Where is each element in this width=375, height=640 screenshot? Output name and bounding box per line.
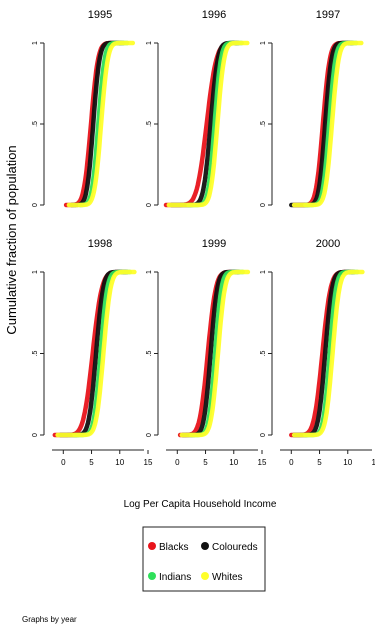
panel-1995-y-tick-label-0: 0 bbox=[32, 203, 39, 207]
legend-label-blacks: Blacks bbox=[159, 542, 188, 553]
x-tick-label-2-1: 5 bbox=[317, 458, 322, 467]
panel-1999-y-tick-label-0: 0 bbox=[146, 433, 153, 437]
graph-note: Graphs by year bbox=[22, 615, 77, 624]
panel-1997-title: 1997 bbox=[316, 9, 340, 21]
x-axis-label: Log Per Capita Household Income bbox=[124, 499, 277, 510]
panel-1995-y-tick-label-1: .5 bbox=[32, 121, 39, 127]
panel-2000-y-tick-label-2: 1 bbox=[260, 270, 267, 274]
x-tick-label-2-3: 15 bbox=[372, 458, 375, 467]
x-tick-label-1-3: 15 bbox=[258, 458, 267, 467]
x-tick-label-0-1: 5 bbox=[89, 458, 94, 467]
legend-marker-blacks bbox=[148, 542, 156, 550]
x-tick-label-1-2: 10 bbox=[229, 458, 238, 467]
legend-marker-whites bbox=[201, 572, 209, 580]
panel-2000-curve-whites bbox=[291, 269, 365, 438]
x-tick-label-0-3: 15 bbox=[144, 458, 153, 467]
panel-1999-y-tick-label-2: 1 bbox=[146, 270, 153, 274]
panel-1999-y-tick-label-1: .5 bbox=[146, 350, 153, 356]
panel-1995-title: 1995 bbox=[88, 9, 112, 21]
legend-marker-coloureds bbox=[201, 542, 209, 550]
panel-1997-y-tick-label-1: .5 bbox=[260, 121, 267, 127]
panel-1996-y-tick-label-0: 0 bbox=[146, 203, 153, 207]
x-tick-label-1-1: 5 bbox=[203, 458, 208, 467]
x-tick-label-0-0: 0 bbox=[61, 458, 66, 467]
panel-1995-curve-whites bbox=[66, 40, 136, 208]
panel-2000-y-tick-label-1: .5 bbox=[260, 350, 267, 356]
panel-1996-title: 1996 bbox=[202, 9, 226, 21]
panel-1998-y-tick-label-2: 1 bbox=[32, 270, 39, 274]
panel-2000-title: 2000 bbox=[316, 238, 340, 250]
panel-1996-curve-whites bbox=[166, 40, 250, 208]
panel-2000-y-tick-label-0: 0 bbox=[260, 433, 267, 437]
legend-label-whites: Whites bbox=[212, 572, 243, 583]
panel-1998-title: 1998 bbox=[88, 238, 112, 250]
x-tick-label-1-0: 0 bbox=[175, 458, 180, 467]
panel-1996-y-tick-label-2: 1 bbox=[146, 41, 153, 45]
legend-label-coloureds: Coloureds bbox=[212, 542, 258, 553]
panel-1999-title: 1999 bbox=[202, 238, 226, 250]
panel-1996-curve-blacks bbox=[163, 40, 239, 208]
panel-1998-curve-whites bbox=[55, 269, 137, 438]
legend-box bbox=[142, 526, 266, 592]
legend-label-indians: Indians bbox=[159, 572, 191, 583]
panel-1995-y-tick-label-2: 1 bbox=[32, 41, 39, 45]
panel-1997-y-tick-label-2: 1 bbox=[260, 41, 267, 45]
panel-1996-y-tick-label-1: .5 bbox=[146, 121, 153, 127]
x-tick-label-2-0: 0 bbox=[289, 458, 294, 467]
panel-1999-curve-whites bbox=[179, 269, 251, 438]
x-tick-label-0-2: 10 bbox=[115, 458, 124, 467]
legend-marker-indians bbox=[148, 572, 156, 580]
panel-1998-y-tick-label-0: 0 bbox=[32, 433, 39, 437]
panel-1997-curve-whites bbox=[291, 40, 364, 208]
x-tick-label-2-2: 10 bbox=[343, 458, 352, 467]
panel-1997-y-tick-label-0: 0 bbox=[260, 203, 267, 207]
y-axis-label: Cumulative fraction of population bbox=[4, 145, 19, 334]
panel-1998-y-tick-label-1: .5 bbox=[32, 350, 39, 356]
